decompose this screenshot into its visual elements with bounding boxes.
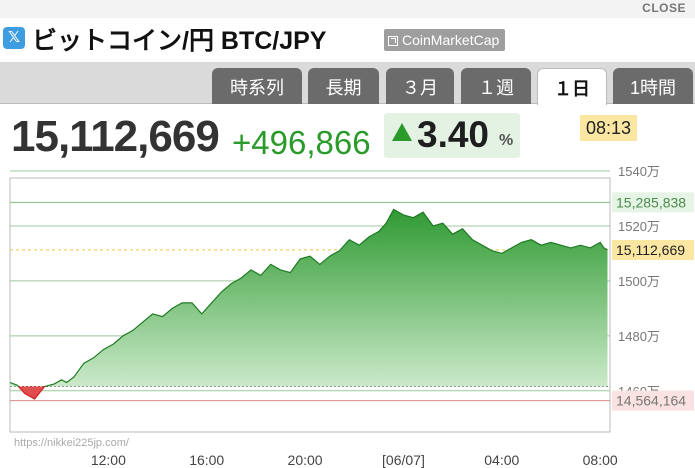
high-value-label-bg [612, 192, 694, 213]
page-title: ビットコイン/円 BTC/JPY [32, 27, 327, 55]
tab-label: 時系列 [230, 78, 284, 98]
tab-1-week[interactable]: １週 [461, 68, 531, 104]
tab-1-hour[interactable]: 1時間 [613, 68, 693, 104]
tab-label: 長期 [325, 78, 362, 98]
tab-label: １週 [478, 78, 514, 98]
x-tick-label: 04:00 [484, 452, 519, 468]
top-bar: CLOSE [0, 0, 695, 18]
x-tick-label: 20:00 [288, 452, 323, 468]
low-value-label: 14,564,164 [616, 393, 686, 409]
last-value-label: 15,112,669 [616, 242, 685, 258]
high-value-label: 15,285,838 [616, 194, 686, 210]
close-button[interactable]: CLOSE [642, 1, 686, 15]
price-line [10, 208, 608, 387]
tab-label: ３月 [402, 78, 438, 98]
external-link-icon [388, 36, 398, 46]
x-tick-label: 16:00 [189, 452, 224, 468]
price-change: +496,866 [232, 124, 371, 161]
tab-timeseries[interactable]: 時系列 [212, 68, 302, 104]
watermark-url: https://nikkei225jp.com/ [14, 437, 130, 449]
last-value-label-bg [612, 239, 694, 260]
x-tick-label: [06/07] [382, 452, 425, 468]
source-label: CoinMarketCap [402, 32, 500, 48]
tab-1-day[interactable]: １日 [537, 68, 607, 105]
change-percent: 3.40 [417, 114, 490, 155]
y-tick-label: 1500万 [618, 274, 660, 289]
update-time: 08:13 [580, 115, 638, 141]
y-tick-label: 1480万 [618, 329, 660, 344]
tab-label: 1時間 [629, 78, 676, 98]
tab-label: １日 [554, 79, 590, 99]
y-tick-label: 1540万 [618, 164, 660, 179]
percent-sign: % [499, 132, 514, 149]
x-tick-label: 08:00 [583, 452, 618, 468]
price-chart: 1540万1520万1500万1480万1460万12:0016:0020:00… [9, 164, 694, 468]
y-tick-label: 1520万 [618, 219, 660, 234]
tab-long-term[interactable]: 長期 [308, 68, 379, 104]
x-tick-label: 12:00 [91, 452, 126, 468]
plot-frame [9, 177, 611, 433]
source-link[interactable]: CoinMarketCap [384, 29, 506, 51]
gain-area [10, 209, 608, 387]
low-value-label-bg [612, 390, 694, 411]
tab-3-months[interactable]: ３月 [386, 68, 454, 104]
up-arrow-icon [392, 123, 412, 141]
current-price: 15,112,669 [11, 112, 220, 161]
x-share-icon[interactable]: 𝕏 [3, 27, 25, 49]
